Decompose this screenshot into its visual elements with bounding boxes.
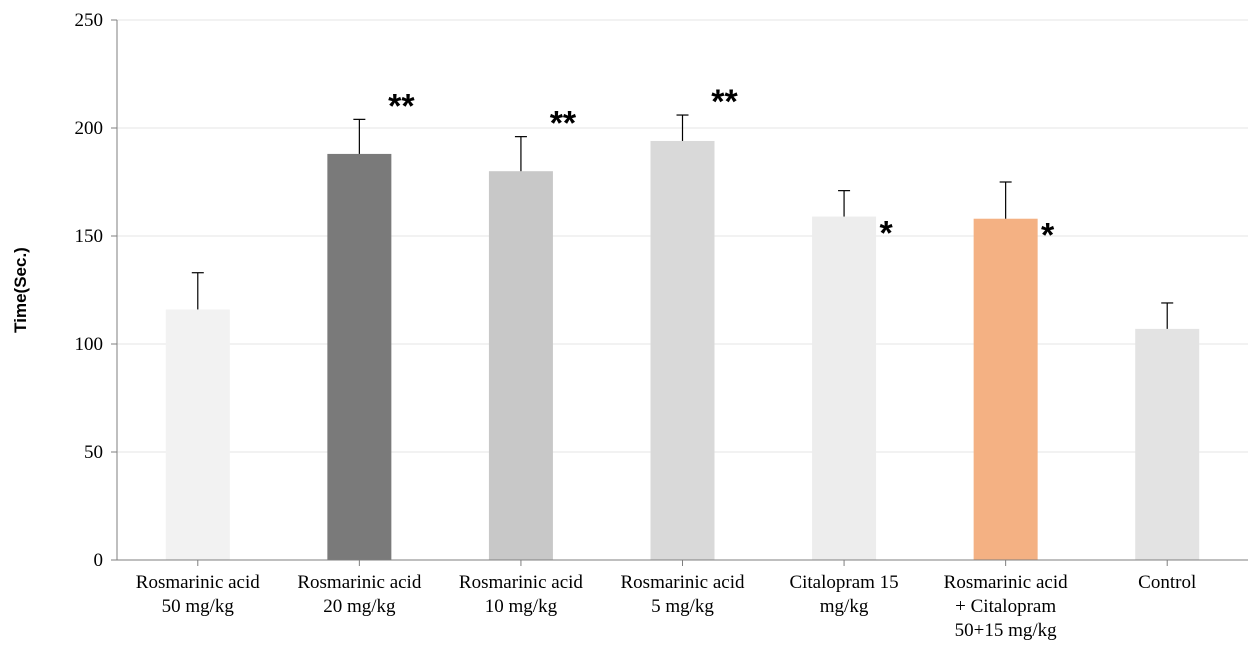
bar [488, 171, 553, 560]
significance-marker: * [879, 215, 893, 253]
x-tick-label: Rosmarinic acid [297, 572, 421, 593]
y-tick-labels: 0 50 100 150 200 250 [75, 10, 104, 571]
significance-marker: ** [388, 87, 415, 125]
x-tick-label: 5 mg/kg [651, 596, 714, 617]
bars [165, 140, 1200, 561]
x-tick-label: 50 mg/kg [162, 596, 235, 617]
y-axis-title: Time(Sec.) [11, 247, 30, 333]
x-tick-label: 20 mg/kg [323, 596, 396, 617]
bar [327, 153, 392, 561]
y-tick-label: 150 [75, 226, 104, 247]
y-tick-label: 100 [75, 334, 104, 355]
y-tick-label: 0 [94, 550, 104, 571]
significance-marker: ** [550, 105, 577, 143]
bar [973, 218, 1038, 560]
significance-marker: * [1041, 217, 1055, 255]
x-tick-labels: Rosmarinic acid 50 mg/kg Rosmarinic acid 20… [136, 572, 1196, 641]
significance-markers: ** ***** * [388, 83, 1055, 255]
x-tick-label: Citalopram 15 [789, 572, 898, 593]
x-tick-label: 10 mg/kg [485, 596, 558, 617]
x-tick-label: mg/kg [820, 596, 869, 617]
x-tick-label: Rosmarinic acid [621, 572, 745, 593]
bar [812, 216, 877, 560]
significance-marker: ** [711, 83, 738, 121]
x-tick-label: Rosmarinic acid [944, 572, 1068, 593]
y-tick-label: 200 [75, 118, 104, 139]
bar [1135, 328, 1200, 560]
y-tick-label: 50 [84, 442, 103, 463]
x-tick-label: Control [1138, 572, 1196, 593]
y-tick-label: 250 [75, 10, 104, 31]
x-tick-label: 50+15 mg/kg [955, 620, 1058, 641]
x-tick-label: + Citalopram [955, 596, 1056, 617]
bar [650, 140, 715, 560]
x-tick-label: Rosmarinic acid [459, 572, 583, 593]
error-bars [191, 114, 1174, 329]
bar [165, 309, 230, 560]
axes [111, 19, 1248, 566]
x-tick-label: Rosmarinic acid [136, 572, 260, 593]
